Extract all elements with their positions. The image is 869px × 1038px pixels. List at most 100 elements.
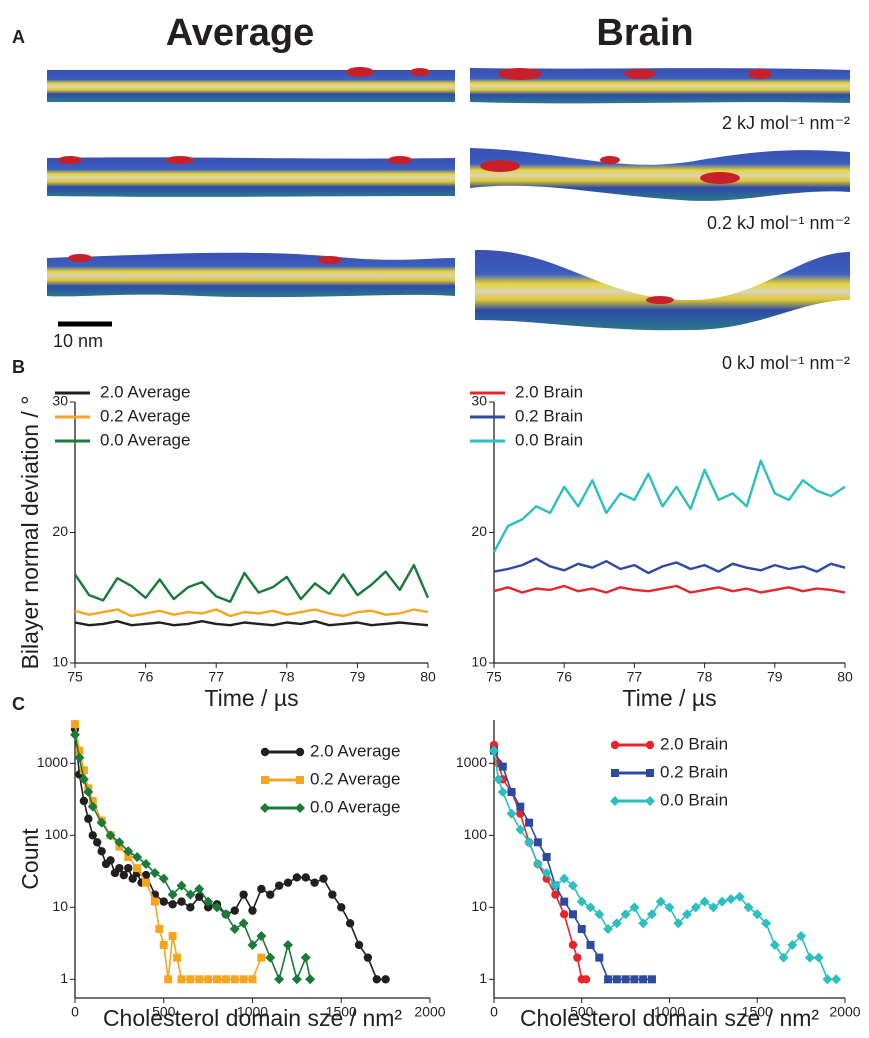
marker bbox=[283, 878, 293, 887]
marker bbox=[155, 924, 164, 933]
marker bbox=[699, 896, 710, 907]
marker bbox=[542, 853, 551, 862]
marker bbox=[141, 858, 151, 869]
marker bbox=[515, 824, 526, 835]
membrane-images bbox=[47, 67, 850, 331]
marker bbox=[119, 870, 129, 880]
marker bbox=[177, 897, 186, 906]
panel-label: C bbox=[12, 694, 25, 714]
marker bbox=[586, 940, 595, 949]
marker bbox=[149, 867, 160, 878]
marker bbox=[621, 975, 630, 984]
cholesterol-patches bbox=[58, 67, 772, 304]
marker bbox=[363, 953, 373, 962]
marker bbox=[301, 873, 310, 882]
marker bbox=[105, 830, 116, 841]
marker bbox=[345, 919, 355, 928]
marker bbox=[260, 747, 270, 757]
marker bbox=[577, 924, 586, 933]
marker bbox=[92, 838, 102, 847]
marker bbox=[79, 796, 89, 806]
marker bbox=[256, 930, 267, 941]
marker bbox=[115, 863, 124, 873]
marker bbox=[372, 975, 381, 984]
marker bbox=[769, 939, 780, 950]
marker bbox=[604, 975, 613, 984]
x-tick-label: 77 bbox=[208, 669, 224, 685]
x-axis-title: Time / µs bbox=[204, 685, 298, 711]
series-line bbox=[74, 563, 430, 603]
marker bbox=[247, 939, 258, 950]
marker bbox=[647, 975, 656, 984]
marker bbox=[257, 953, 266, 962]
marker bbox=[186, 975, 195, 984]
marker bbox=[560, 897, 569, 906]
marker bbox=[274, 881, 284, 890]
marker bbox=[603, 923, 614, 934]
x-tick-label: 79 bbox=[350, 669, 366, 685]
legend-label: 0.0 Average bbox=[310, 797, 400, 816]
marker bbox=[266, 890, 275, 899]
marker bbox=[822, 974, 833, 985]
column-title: Brain bbox=[596, 12, 693, 54]
x-tick-label: 77 bbox=[627, 669, 643, 685]
x-tick-label: 1000 bbox=[654, 1004, 685, 1020]
marker bbox=[567, 880, 578, 891]
marker bbox=[573, 953, 582, 962]
marker bbox=[114, 837, 125, 848]
y-tick-label: 10 bbox=[52, 654, 68, 670]
marker bbox=[79, 766, 88, 775]
series-line bbox=[493, 557, 846, 575]
marker bbox=[743, 902, 754, 913]
membrane bbox=[47, 252, 455, 298]
marker bbox=[620, 909, 631, 920]
marker bbox=[551, 890, 560, 899]
marker bbox=[646, 909, 657, 920]
x-tick-label: 2000 bbox=[829, 1004, 860, 1020]
marker bbox=[164, 975, 173, 984]
x-tick-label: 0 bbox=[490, 1004, 498, 1020]
x-tick-label: 0 bbox=[71, 1004, 79, 1020]
x-tick-label: 75 bbox=[67, 669, 83, 685]
marker bbox=[158, 873, 169, 884]
y-tick-label: 100 bbox=[45, 826, 69, 842]
marker bbox=[497, 786, 508, 797]
marker bbox=[195, 975, 204, 984]
y-tick-label: 20 bbox=[52, 523, 68, 539]
marker bbox=[133, 864, 142, 873]
marker bbox=[645, 796, 655, 806]
marker bbox=[594, 909, 605, 920]
marker bbox=[203, 903, 213, 912]
marker bbox=[568, 940, 578, 950]
marker bbox=[74, 752, 85, 763]
marker bbox=[560, 910, 569, 919]
x-tick-label: 500 bbox=[152, 1004, 176, 1020]
marker bbox=[88, 796, 97, 805]
marker bbox=[533, 838, 542, 847]
y-tick-label: 10 bbox=[52, 898, 68, 914]
y-tick-label: 10 bbox=[471, 898, 487, 914]
y-tick-label: 20 bbox=[471, 523, 487, 539]
marker bbox=[261, 776, 269, 784]
x-tick-label: 76 bbox=[138, 669, 154, 685]
marker bbox=[541, 867, 552, 878]
x-tick-label: 78 bbox=[279, 669, 295, 685]
marker bbox=[96, 817, 107, 828]
x-tick-label: 80 bbox=[837, 669, 853, 685]
marker bbox=[506, 808, 517, 819]
x-axis-title: Time / µs bbox=[622, 685, 716, 711]
marker bbox=[203, 896, 214, 907]
marker bbox=[212, 902, 222, 913]
marker bbox=[550, 880, 561, 891]
marker bbox=[752, 909, 763, 920]
marker bbox=[213, 975, 221, 984]
panel-label: A bbox=[12, 27, 25, 47]
marker bbox=[611, 918, 622, 929]
membrane bbox=[470, 148, 850, 201]
marker bbox=[585, 902, 596, 913]
marker bbox=[168, 931, 177, 940]
legend-label: 2.0 Brain bbox=[660, 734, 728, 753]
marker bbox=[629, 902, 640, 913]
marker bbox=[498, 762, 507, 771]
